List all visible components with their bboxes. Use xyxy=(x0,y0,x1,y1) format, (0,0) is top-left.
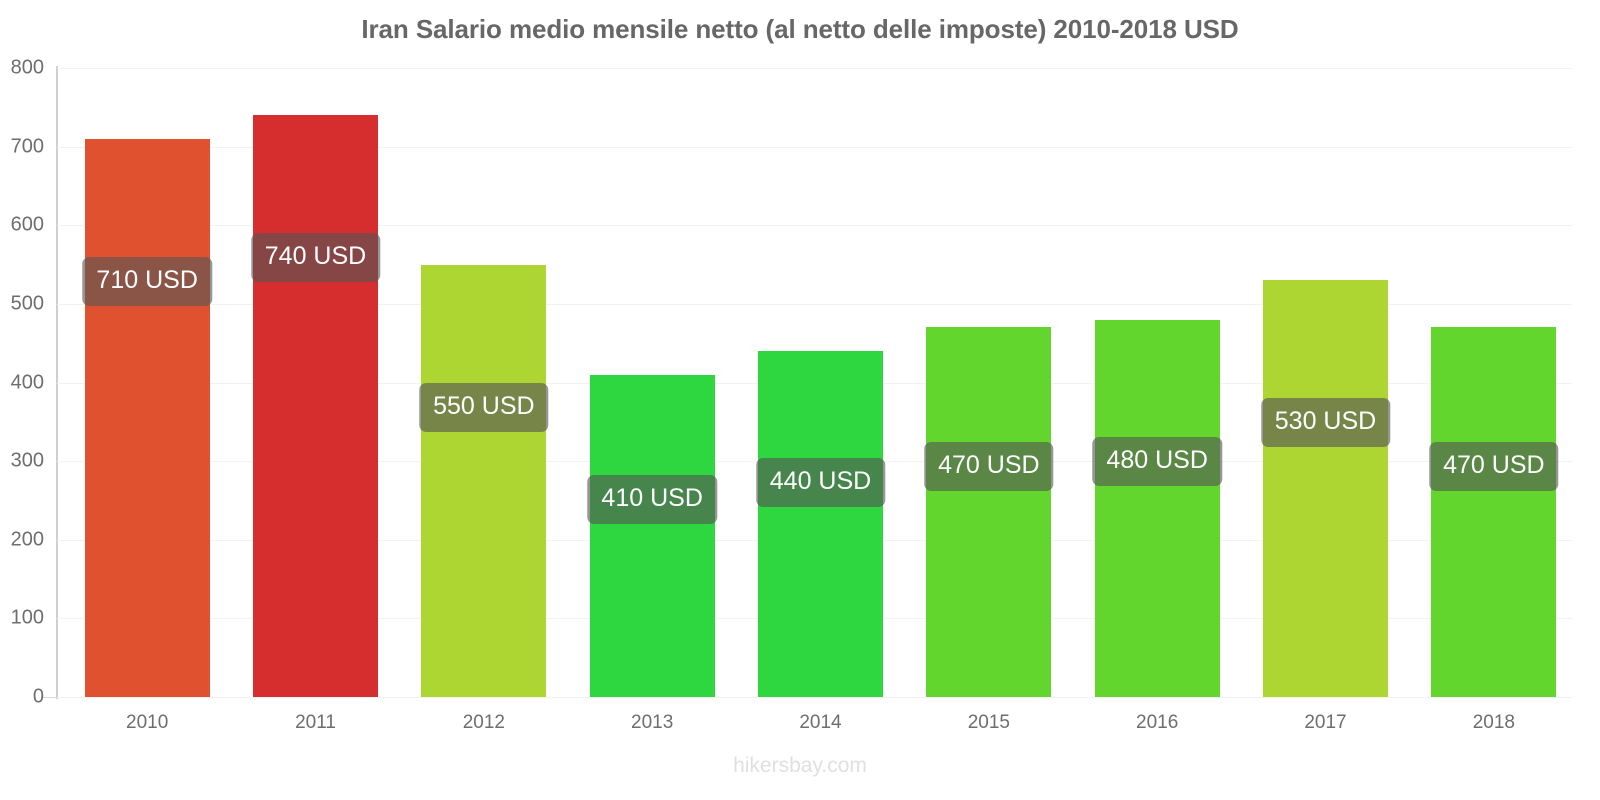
bar[interactable]: 440 USD xyxy=(755,351,886,697)
bar[interactable]: 530 USD xyxy=(1260,280,1391,697)
bar[interactable]: 740 USD xyxy=(250,115,381,697)
chart-title: Iran Salario medio mensile netto (al net… xyxy=(361,14,1239,44)
bar[interactable]: 410 USD xyxy=(587,374,717,697)
x-axis-tick-label: 2017 xyxy=(1304,712,1347,733)
gridline xyxy=(57,225,1572,227)
footer-credit: hikersbay.com xyxy=(733,754,867,777)
bar-value-label: 740 USD xyxy=(250,233,381,283)
bar[interactable]: 480 USD xyxy=(1092,319,1222,697)
bar[interactable]: 710 USD xyxy=(82,138,212,697)
bar-value-label: 470 USD xyxy=(1429,442,1559,492)
y-axis-tick-label: 800 xyxy=(10,56,44,79)
y-axis-tick-label: 0 xyxy=(32,685,44,708)
bar-value-label: 550 USD xyxy=(419,382,549,432)
y-axis-tick-label: 700 xyxy=(10,135,44,158)
bar[interactable]: 470 USD xyxy=(924,327,1054,697)
x-axis-tick-label: 2012 xyxy=(462,712,505,733)
y-axis-tick-label: 400 xyxy=(10,371,44,393)
plot-area: 710 USD 740 USD 550 USD 410 USD 440 USD 470 U… xyxy=(57,68,1572,698)
gridline xyxy=(57,146,1572,148)
x-axis-tick-label: 2018 xyxy=(1472,712,1515,733)
x-axis-tick-label: 2016 xyxy=(1136,712,1179,733)
bar[interactable]: 550 USD xyxy=(419,264,549,697)
y-axis-tick-label: 500 xyxy=(10,292,44,315)
gridline xyxy=(57,303,1572,305)
y-axis-tick-label: 200 xyxy=(10,528,44,551)
x-axis-tick-label: 2015 xyxy=(967,712,1010,733)
bar-value-label: 530 USD xyxy=(1260,398,1391,448)
bar-value-label: 480 USD xyxy=(1092,436,1222,486)
x-axis-tick-label: 2014 xyxy=(799,712,842,733)
x-axis-tick-label: 2013 xyxy=(631,712,674,733)
bar-value-label: 710 USD xyxy=(82,256,212,306)
y-axis-tick-label: 600 xyxy=(10,213,44,236)
y-axis-tick-label: 300 xyxy=(10,449,44,472)
y-axis-tick-label: 100 xyxy=(10,606,44,629)
bar[interactable]: 470 USD xyxy=(1429,327,1559,697)
gridline xyxy=(57,68,1572,69)
bar-value-label: 440 USD xyxy=(755,458,886,508)
gridline xyxy=(57,697,1572,698)
bar-value-label: 410 USD xyxy=(587,474,717,524)
x-axis-tick-label: 2011 xyxy=(295,712,336,733)
bar-value-label: 470 USD xyxy=(924,442,1054,492)
x-axis-tick-label: 2010 xyxy=(126,712,169,733)
